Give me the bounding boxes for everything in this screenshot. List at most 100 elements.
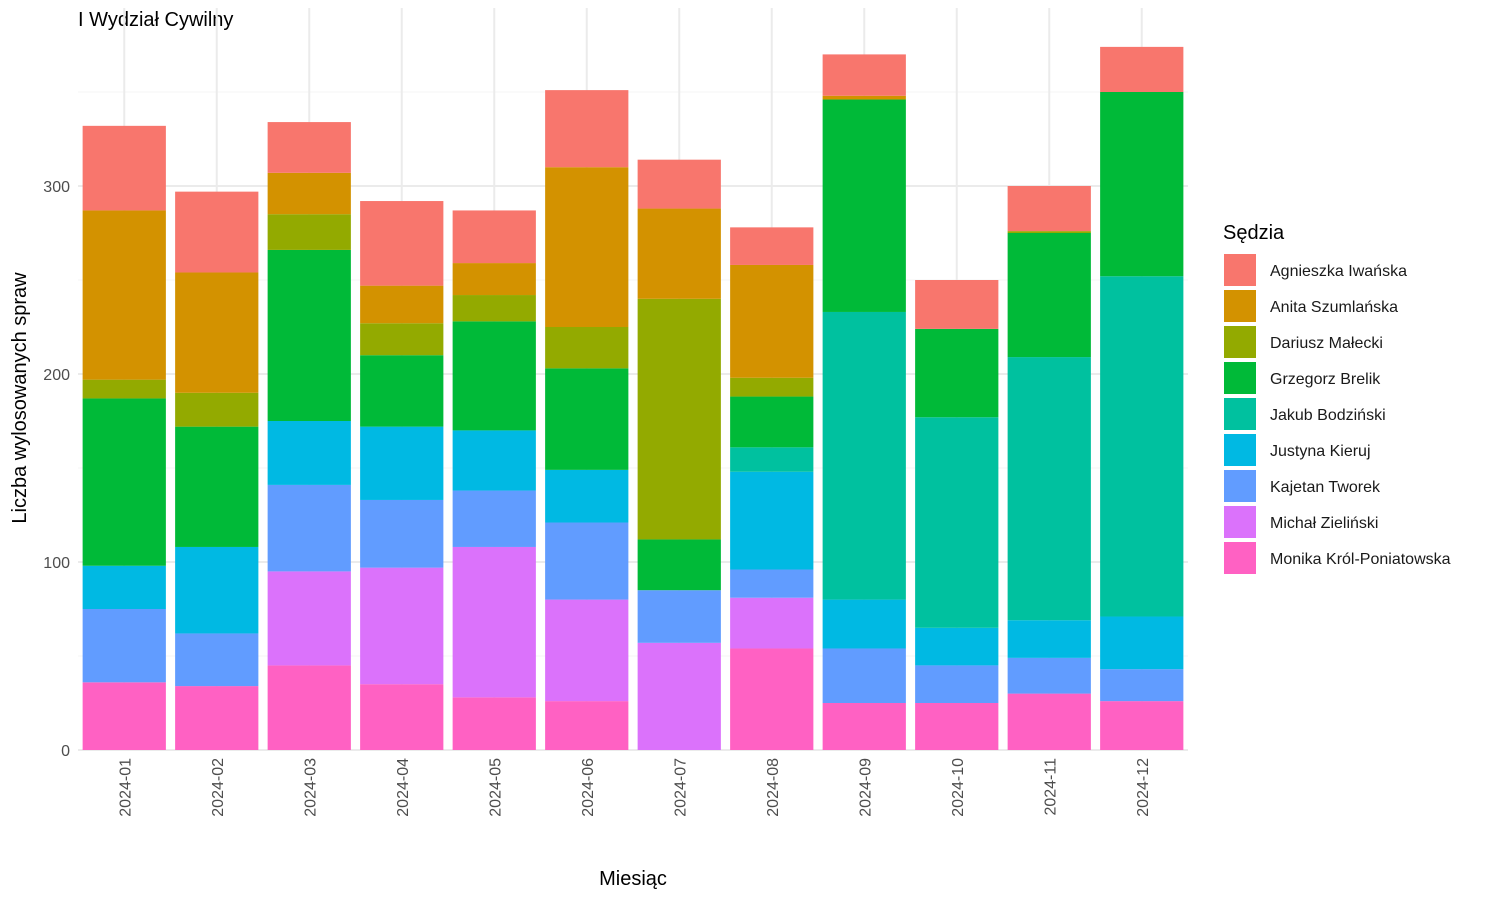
legend-title: Sędzia [1223,222,1285,244]
bar-segment [82,398,166,566]
bar-segment [915,703,999,750]
bar-segment [822,311,906,600]
bar-segment [1100,92,1184,277]
bar-segment [452,295,536,322]
bar-segment [545,522,629,600]
bar-segment [175,272,259,393]
bar-segment [1007,186,1091,232]
legend-label: Jakub Bodziński [1270,407,1386,424]
bar-segment [730,227,814,265]
bar-segment [822,54,906,96]
x-tick-label: 2024-01 [117,758,134,817]
bar-segment [822,703,906,750]
bar-segment [545,90,629,168]
bar-segment [175,686,259,750]
x-tick-label: 2024-03 [302,758,319,817]
bar-segment [452,321,536,431]
bar-segment [915,417,999,628]
bar-segment [82,210,166,380]
bar-segment [1007,233,1091,358]
legend-label: Monika Król-Poniatowska [1270,551,1451,568]
bar-segment [1100,276,1184,617]
legend-swatch [1224,254,1256,286]
legend-label: Grzegorz Brelik [1270,371,1381,388]
bar-segment [82,609,166,683]
legend-label: Agnieszka Iwańska [1270,263,1407,280]
legend-label: Kajetan Tworek [1270,479,1381,496]
legend-swatch [1224,398,1256,430]
bar-segment [360,323,444,356]
bar-segment [267,421,351,485]
bar-segment [360,499,444,568]
bar-segment [267,484,351,572]
bar-segment [360,355,444,427]
x-tick-label: 2024-08 [765,758,782,817]
legend: Sędzia Agnieszka Iwańska Anita Szumlańska… [1223,222,1451,574]
x-tick-label: 2024-11 [1042,758,1059,816]
bar-segment [1100,701,1184,750]
x-axis-title: Miesiąc [599,868,667,890]
bar-segment [267,214,351,250]
bar-segment [822,648,906,703]
bar-segment [822,599,906,649]
bar-segment [730,447,814,472]
legend-swatch [1224,470,1256,502]
bar-segment [267,249,351,421]
bar-segment [360,201,444,286]
bar-segment [1100,669,1184,702]
x-tick-label: 2024-12 [1135,758,1152,817]
legend-label: Michał Zieliński [1270,515,1378,532]
bar-segment [267,172,351,215]
bar-segment [730,396,814,448]
legend-label: Dariusz Małecki [1270,335,1383,352]
x-tick-label: 2024-04 [395,758,412,817]
y-axis-ticks: 0 100 200 300 [43,179,70,760]
bar-segment [915,280,999,329]
bar-segment [1007,231,1091,233]
bar-segment [175,392,259,427]
chart-title: I Wydział Cywilny [78,9,233,31]
bar-segment [175,546,259,634]
y-axis-title: Liczba wylosowanych spraw [9,272,31,524]
bar-segment [730,377,814,397]
x-tick-label: 2024-10 [950,758,967,817]
bar-segment [915,627,999,666]
bar-segment [452,430,536,491]
bar-segment [545,469,629,523]
y-tick-label: 200 [43,367,70,384]
bar-segment [267,571,351,666]
bar-segment [82,682,166,750]
legend-swatch [1224,434,1256,466]
bar-segment [82,125,166,211]
bar-segment [82,565,166,609]
bar-segment [637,539,721,591]
x-axis-ticks: 2024-01 2024-02 2024-03 2024-04 2024-05 2024-… [117,758,1152,817]
bar-segment [267,122,351,173]
bar-segment [452,546,536,698]
legend-label: Anita Szumlańska [1270,299,1398,316]
bar-segment [730,471,814,570]
bar-segment [637,590,721,643]
bar-segment [1100,46,1184,92]
bar-segment [175,633,259,687]
bar-segment [360,567,444,685]
bar-segment [452,210,536,264]
legend-swatch [1224,542,1256,574]
bar-segment [822,99,906,312]
x-tick-label: 2024-06 [580,758,597,817]
bar-segment [637,298,721,540]
bar-segment [915,665,999,703]
bar-segment [545,701,629,750]
bar-segment [82,379,166,399]
legend-swatch [1224,326,1256,358]
y-tick-label: 300 [43,179,70,196]
bar-segment [1007,657,1091,694]
bar-segment [545,368,629,470]
bar-segment [360,285,444,324]
x-tick-label: 2024-09 [857,758,874,817]
bar-segment [730,264,814,378]
bar-segment [730,648,814,750]
y-tick-label: 100 [43,555,70,572]
bar-segment [637,642,721,750]
